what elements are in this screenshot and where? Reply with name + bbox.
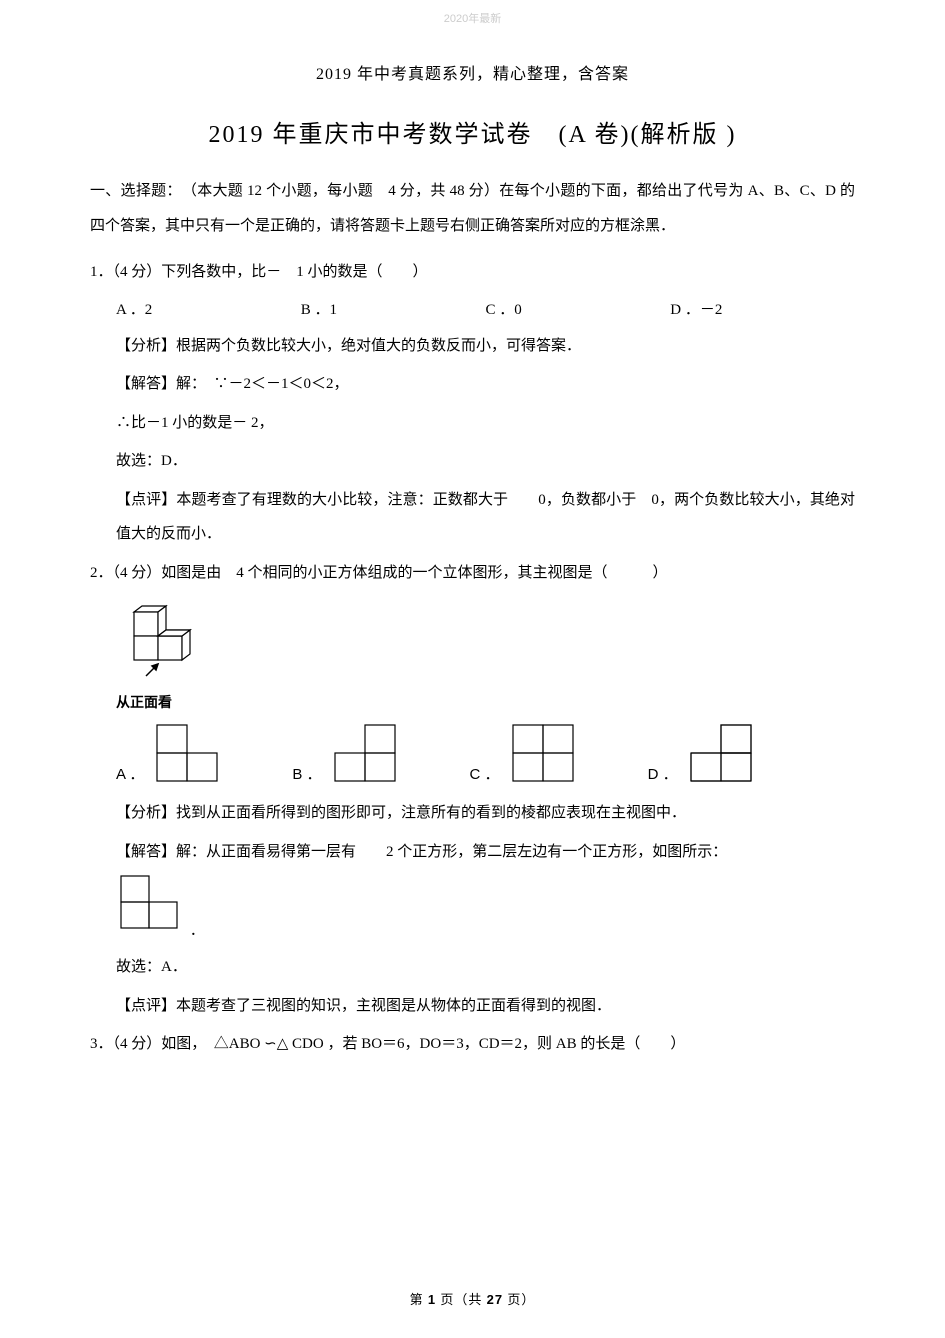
q1-solve-2: ∴比－1 小的数是－ 2，: [116, 406, 855, 441]
q1-option-d: D ．－2: [670, 298, 855, 319]
q1-option-a: A ．2: [116, 298, 301, 319]
footer-total-pages: 27: [487, 1292, 503, 1307]
q2-stem: 2．（4 分）如图是由 4 个相同的小正方体组成的一个立体图形，其主视图是（ ）: [90, 556, 855, 591]
q2-solve-2: 故选：A．: [116, 950, 855, 985]
q1-comment: 【点评】本题考查了有理数的大小比较，注意：正数都大于 0，负数都小于 0，两个负…: [116, 483, 855, 552]
main-title: 2019 年重庆市中考数学试卷 (A 卷)(解析版 ): [90, 114, 855, 149]
q1-analysis: 【分析】根据两个负数比较大小，绝对值大的负数反而小，可得答案．: [116, 329, 855, 364]
question-1: 1．（4 分）下列各数中，比－ 1 小的数是（ ）: [90, 255, 855, 290]
q2-answer-figure: ．: [116, 875, 855, 940]
q2-option-d-label: D ．: [648, 763, 678, 784]
cube-3d-icon: [116, 598, 206, 688]
view-b-icon: [330, 724, 400, 784]
q1-solve-1: 【解答】解： ∵－2＜－1＜0＜2，: [116, 367, 855, 402]
page-footer: 第 1 页（共 27 页）: [410, 1289, 536, 1308]
q3-stem: 3．（4 分）如图， △ABO ∽△ CDO ，若 BO＝6，DO＝3，CD＝2…: [90, 1027, 855, 1062]
q2-3d-figure: [116, 598, 855, 688]
q1-solve-3: 故选：D．: [116, 444, 855, 479]
section-intro: 一、选择题： （本大题 12 个小题，每小题 4 分，共 48 分）在每个小题的…: [90, 174, 855, 243]
q2-option-d-item: D ．: [648, 724, 756, 784]
q1-options: A ．2 B ．1 C ．0 D ．－2: [116, 298, 855, 319]
question-2: 2．（4 分）如图是由 4 个相同的小正方体组成的一个立体图形，其主视图是（ ）: [90, 556, 855, 591]
q2-option-a-item: A ．: [116, 724, 222, 784]
q1-option-b: B ．1: [301, 298, 486, 319]
q2-option-b-item: B ．: [292, 724, 399, 784]
q2-option-b-label: B ．: [292, 763, 321, 784]
footer-label-3: 页）: [507, 1292, 535, 1307]
view-d-icon: [686, 724, 756, 784]
footer-page-num: 1: [428, 1292, 436, 1307]
watermark-text: 2020年最新: [444, 10, 501, 26]
q2-comment: 【点评】本题考查了三视图的知识，主视图是从物体的正面看得到的视图．: [116, 989, 855, 1024]
q2-option-c-label: C ．: [470, 763, 500, 784]
view-a-icon: [152, 724, 222, 784]
header-series: 2019 年中考真题系列，精心整理，含答案: [90, 60, 855, 84]
q2-solve-1: 【解答】解：从正面看易得第一层有 2 个正方形，第二层左边有一个正方形，如图所示…: [116, 835, 855, 870]
footer-label-2: 页（共: [440, 1292, 482, 1307]
q1-option-c: C ．0: [486, 298, 671, 319]
footer-label-1: 第: [410, 1292, 424, 1307]
q1-stem: 1．（4 分）下列各数中，比－ 1 小的数是（ ）: [90, 255, 855, 290]
q2-analysis: 【分析】找到从正面看所得到的图形即可，注意所有的看到的棱都应表现在主视图中．: [116, 796, 855, 831]
view-c-icon: [508, 724, 578, 784]
q2-option-a-label: A ．: [116, 763, 144, 784]
q2-options-row: A ． B ． C ．: [116, 724, 855, 784]
q2-figure-label: 从正面看: [116, 692, 855, 712]
answer-figure-period: ．: [190, 924, 204, 939]
answer-view-icon: [116, 875, 186, 935]
question-3: 3．（4 分）如图， △ABO ∽△ CDO ，若 BO＝6，DO＝3，CD＝2…: [90, 1027, 855, 1062]
q2-option-c-item: C ．: [470, 724, 578, 784]
